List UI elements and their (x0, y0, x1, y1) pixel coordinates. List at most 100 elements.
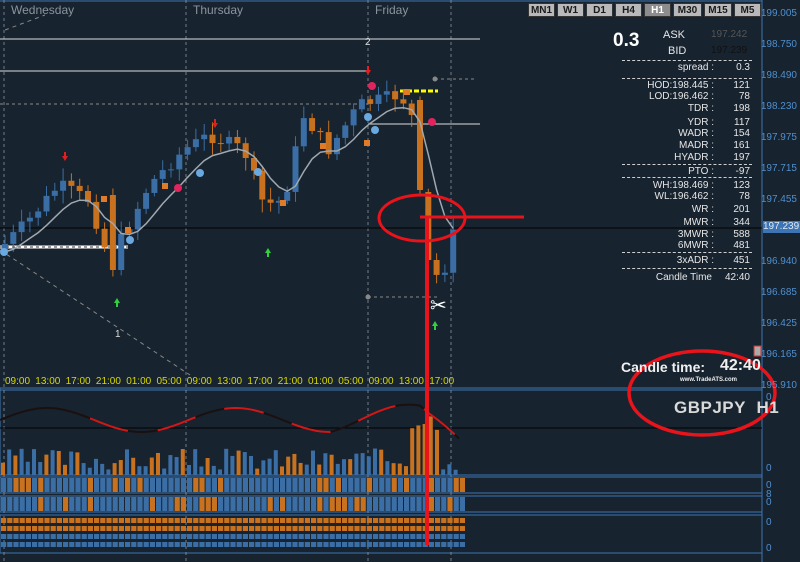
histogram-bar (453, 469, 458, 475)
divider (622, 177, 752, 178)
sell-arrow-icon (365, 66, 371, 75)
strength-block (242, 526, 248, 531)
strength-block (32, 478, 38, 492)
signal-dot (174, 184, 182, 192)
strength-block (224, 478, 230, 492)
info-row-value: 121 (733, 80, 750, 91)
info-row-value: 588 (733, 229, 750, 240)
tf-m30-button[interactable]: M30 (673, 3, 702, 17)
strength-block (112, 534, 118, 539)
strength-block (397, 534, 403, 539)
subwindow-frame (0, 495, 763, 513)
strength-block (267, 518, 273, 523)
strength-block (118, 526, 124, 531)
strength-block (335, 518, 341, 523)
strength-block (94, 518, 100, 523)
strength-block (100, 526, 106, 531)
strength-block (323, 478, 329, 492)
strength-block (335, 526, 341, 531)
tf-m15-button[interactable]: M15 (704, 3, 732, 17)
tf-h1-button[interactable]: H1 (644, 3, 671, 17)
strength-block (75, 534, 81, 539)
info-row-label: TDR : (687, 103, 714, 114)
info-row-label: LOD:196.462 : (648, 91, 714, 102)
histogram-bar (32, 449, 36, 475)
info-row-value: 161 (733, 140, 750, 151)
subwindow-frame (0, 514, 763, 554)
strength-block (236, 534, 242, 539)
histogram-bar (286, 456, 291, 475)
candle (292, 146, 299, 192)
strength-block (242, 518, 248, 523)
tf-h4-button[interactable]: H4 (615, 3, 642, 17)
strength-block (249, 526, 255, 531)
strength-block (137, 526, 143, 531)
strength-block (348, 534, 354, 539)
signal-square (280, 200, 286, 206)
tf-d1-button[interactable]: D1 (586, 3, 613, 17)
strength-block (397, 518, 403, 523)
strength-block (81, 497, 87, 511)
histogram-bar (1, 462, 5, 475)
strength-block (125, 542, 131, 547)
tf-w1-button[interactable]: W1 (557, 3, 584, 17)
strength-block (453, 518, 459, 523)
histogram-bar (422, 423, 427, 475)
histogram-bar (391, 463, 396, 475)
strength-block (292, 478, 298, 492)
info-row-label: MADR : (679, 140, 714, 151)
strength-block (311, 542, 317, 547)
candle (226, 136, 233, 144)
strength-block (75, 542, 81, 547)
histogram-bar (94, 458, 98, 475)
candle (51, 190, 58, 196)
strength-block (410, 526, 416, 531)
subwindow-scale: 0 (766, 463, 772, 474)
strength-block (19, 478, 25, 492)
strength-block (230, 526, 236, 531)
strength-block (94, 497, 100, 511)
candle (367, 99, 374, 104)
strength-block (100, 478, 106, 492)
strength-block (453, 542, 459, 547)
strength-block (385, 542, 391, 547)
strength-block (131, 534, 137, 539)
strength-block (360, 478, 366, 492)
strength-block (385, 497, 391, 511)
strength-block (441, 518, 447, 523)
strength-block (205, 526, 211, 531)
histogram-bar (7, 449, 12, 475)
histogram-bar (435, 429, 439, 475)
strength-block (211, 534, 217, 539)
strength-block (292, 518, 298, 523)
strength-block (261, 518, 267, 523)
strength-block (255, 478, 261, 492)
strength-block (50, 478, 56, 492)
strength-block (156, 542, 162, 547)
tf-m5-button[interactable]: M5 (734, 3, 761, 17)
strength-block (193, 534, 199, 539)
subwindow-scale: 8 (766, 489, 772, 500)
price-tick: 198.230 (760, 101, 797, 112)
strength-block (106, 526, 112, 531)
strength-block (441, 526, 447, 531)
strength-block (230, 478, 236, 492)
info-row-label: HOD:198.445 : (647, 80, 714, 91)
candle (60, 180, 67, 191)
info-row-value: 0.3 (736, 62, 750, 73)
strength-block (366, 534, 372, 539)
strength-block (373, 518, 379, 523)
strength-block (106, 534, 112, 539)
strength-block (19, 497, 25, 511)
strength-block (38, 542, 44, 547)
histogram-bar (125, 449, 129, 475)
strength-block (106, 542, 112, 547)
histogram-bar (156, 452, 160, 475)
strength-block (459, 497, 465, 511)
strength-block (19, 518, 25, 523)
strength-block (13, 542, 19, 547)
tf-mn1-button[interactable]: MN1 (528, 3, 555, 17)
strength-block (236, 526, 242, 531)
histogram-bar (131, 457, 136, 475)
